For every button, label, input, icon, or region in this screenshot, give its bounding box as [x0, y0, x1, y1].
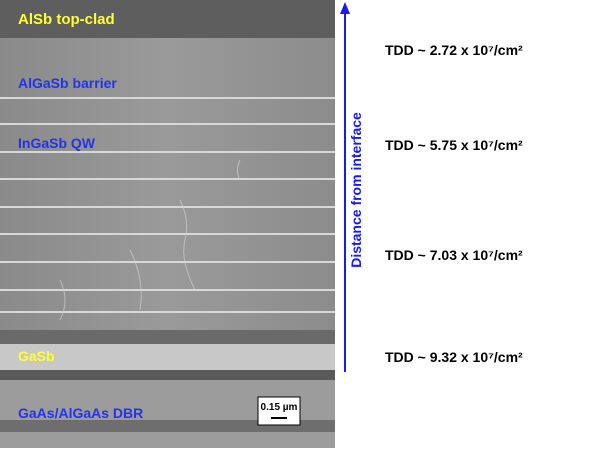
tdd-annotation: TDD ~ 9.32 x 10⁷/cm² — [385, 349, 523, 365]
layer-label: GaSb — [18, 348, 55, 364]
scale-bar-label: 0.15 µm — [261, 402, 298, 413]
figure: AlSb top-clad AlGaSb barrier InGaSb QW G… — [0, 0, 605, 448]
tdd-annotation: TDD ~ 2.72 x 10⁷/cm² — [385, 42, 523, 58]
tem-image — [0, 0, 335, 448]
layer-label: AlGaSb barrier — [18, 75, 117, 91]
tdd-annotation: TDD ~ 7.03 x 10⁷/cm² — [385, 247, 523, 263]
layer-label: GaAs/AlGaAs DBR — [18, 405, 143, 421]
tdd-annotation: TDD ~ 5.75 x 10⁷/cm² — [385, 137, 523, 153]
arrow-label: Distance from interface — [348, 112, 364, 268]
scale-bar: 0.15 µm — [258, 397, 300, 425]
layer-label: AlSb top-clad — [18, 11, 115, 28]
layer-label: InGaSb QW — [18, 135, 96, 151]
